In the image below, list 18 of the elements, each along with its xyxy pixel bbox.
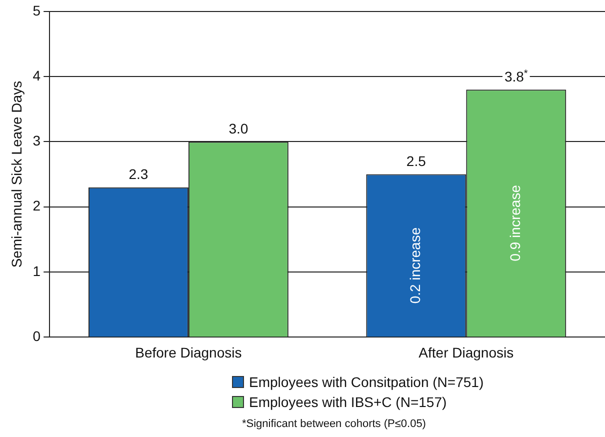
data-label: 2.3 [128, 166, 148, 182]
y-tick-label: 3 [32, 132, 41, 149]
y-tick-label: 5 [32, 2, 41, 18]
y-tick-label: 1 [32, 262, 41, 279]
data-label: 2.5 [406, 153, 426, 170]
annotation: 0.2 increase [407, 227, 424, 304]
y-tick-label: 2 [32, 198, 41, 214]
y-tick-label: 0 [32, 328, 41, 344]
data-label: 3.8* [504, 68, 528, 84]
legend-label: Employees with IBS+C (N=157) [249, 394, 447, 410]
x-tick-label: Before Diagnosis [135, 344, 242, 360]
y-tick-label: 4 [32, 67, 41, 84]
x-tick-label: After Diagnosis [418, 344, 514, 360]
text: *Significant between cohorts (P≤0.05) [242, 418, 426, 430]
legend-label: Employees with Consitpation (N=751) [249, 374, 484, 390]
data-label: 3.0 [228, 120, 248, 137]
annotation: 0.9 increase [506, 184, 523, 262]
y-axis-title: Semi-annual Sick Leave Days [8, 80, 24, 268]
